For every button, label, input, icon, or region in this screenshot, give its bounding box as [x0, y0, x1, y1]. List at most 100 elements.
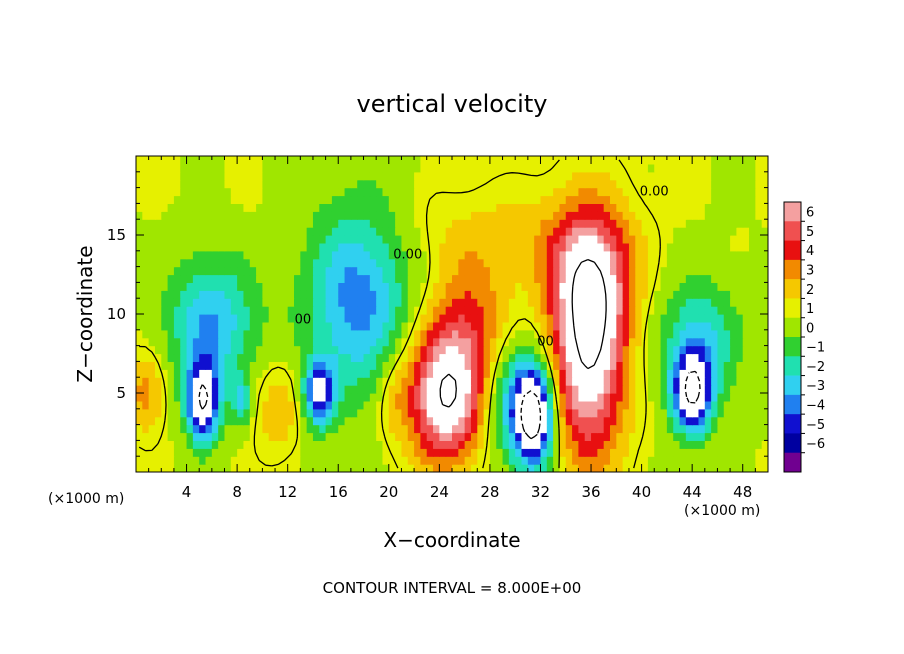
- heatmap-cell: [502, 456, 510, 465]
- heatmap-cell: [445, 345, 453, 355]
- heatmap-cell: [711, 274, 719, 283]
- heatmap-cell: [673, 266, 681, 276]
- heatmap-cell: [540, 329, 548, 339]
- heatmap-cell: [319, 416, 327, 426]
- heatmap-cell: [180, 235, 188, 244]
- heatmap-cell: [527, 290, 535, 299]
- heatmap-cell: [312, 235, 320, 244]
- heatmap-cell: [312, 369, 320, 378]
- heatmap-cell: [591, 250, 598, 260]
- heatmap-cell: [325, 361, 333, 370]
- heatmap-cell: [357, 203, 365, 212]
- heatmap-cell: [439, 266, 447, 276]
- heatmap-cell: [698, 464, 706, 472]
- heatmap-cell: [546, 195, 554, 204]
- heatmap-cell: [382, 266, 390, 276]
- heatmap-cell: [319, 337, 327, 347]
- heatmap-cell: [489, 282, 497, 291]
- heatmap-cell: [597, 203, 605, 212]
- heatmap-cell: [426, 400, 434, 410]
- heatmap-cell: [401, 156, 409, 165]
- heatmap-cell: [572, 211, 579, 220]
- heatmap-cell: [717, 345, 725, 355]
- heatmap-cell: [521, 377, 529, 386]
- heatmap-cell: [730, 393, 737, 402]
- heatmap-cell: [470, 408, 478, 418]
- heatmap-cell: [660, 171, 668, 181]
- heatmap-cell: [275, 258, 282, 268]
- heatmap-cell: [565, 156, 573, 165]
- heatmap-cell: [136, 377, 143, 386]
- heatmap-cell: [736, 377, 744, 386]
- heatmap-cell: [186, 195, 194, 204]
- heatmap-cell: [275, 211, 282, 220]
- heatmap-cell: [565, 314, 573, 323]
- heatmap-cell: [483, 448, 491, 457]
- heatmap-cell: [515, 203, 523, 212]
- heatmap-cell: [268, 227, 276, 236]
- heatmap-cell: [489, 393, 497, 402]
- heatmap-cell: [685, 361, 693, 370]
- heatmap-cell: [559, 211, 567, 220]
- heatmap-cell: [534, 440, 542, 449]
- heatmap-cell: [363, 456, 371, 465]
- heatmap-cell: [173, 353, 181, 362]
- colorbar-swatch: [784, 337, 801, 357]
- heatmap-cell: [540, 203, 548, 212]
- heatmap-cell: [584, 377, 592, 386]
- heatmap-cell: [647, 266, 655, 276]
- heatmap-cell: [426, 369, 434, 378]
- heatmap-cell: [477, 321, 485, 331]
- heatmap-cell: [666, 345, 674, 355]
- heatmap-cell: [369, 329, 377, 339]
- heatmap-cell: [673, 258, 681, 268]
- heatmap-cell: [136, 187, 143, 197]
- heatmap-cell: [723, 219, 731, 228]
- heatmap-cell: [445, 163, 453, 173]
- heatmap-cell: [597, 400, 605, 410]
- heatmap-cell: [742, 314, 750, 323]
- heatmap-cell: [470, 282, 478, 291]
- heatmap-cell: [730, 440, 737, 449]
- heatmap-cell: [736, 361, 744, 370]
- heatmap-cell: [243, 456, 251, 465]
- heatmap-cell: [622, 385, 630, 394]
- heatmap-cell: [388, 424, 396, 434]
- heatmap-cell: [635, 424, 643, 434]
- heatmap-cell: [660, 163, 668, 173]
- heatmap-cell: [426, 385, 434, 394]
- heatmap-cell: [565, 321, 573, 331]
- heatmap-cell: [761, 337, 768, 347]
- heatmap-cell: [199, 211, 207, 220]
- heatmap-cell: [148, 195, 156, 204]
- heatmap-cell: [635, 377, 643, 386]
- heatmap-cell: [344, 195, 352, 204]
- heatmap-cell: [344, 242, 352, 252]
- heatmap-cell: [723, 321, 731, 331]
- heatmap-cell: [192, 361, 200, 370]
- heatmap-cell: [464, 424, 472, 434]
- heatmap-cell: [319, 211, 327, 220]
- heatmap-cell: [357, 369, 365, 378]
- heatmap-cell: [199, 179, 207, 189]
- heatmap-cell: [704, 298, 712, 307]
- heatmap-cell: [489, 314, 497, 323]
- heatmap-cell: [161, 306, 169, 315]
- heatmap-cell: [338, 274, 346, 283]
- heatmap-cell: [420, 329, 428, 339]
- heatmap-cell: [749, 361, 756, 370]
- heatmap-cell: [312, 298, 320, 307]
- heatmap-cell: [287, 448, 295, 457]
- heatmap-cell: [180, 353, 188, 362]
- heatmap-cell: [559, 432, 567, 441]
- heatmap-cell: [755, 464, 763, 472]
- heatmap-cell: [154, 440, 162, 449]
- heatmap-cell: [325, 456, 333, 465]
- heatmap-cell: [477, 400, 485, 410]
- y-axis-label: Z−coordinate: [73, 245, 97, 382]
- heatmap-cell: [395, 321, 403, 331]
- heatmap-cell: [186, 329, 194, 339]
- heatmap-cell: [464, 227, 472, 236]
- heatmap-cell: [603, 195, 611, 204]
- heatmap-cell: [749, 464, 756, 472]
